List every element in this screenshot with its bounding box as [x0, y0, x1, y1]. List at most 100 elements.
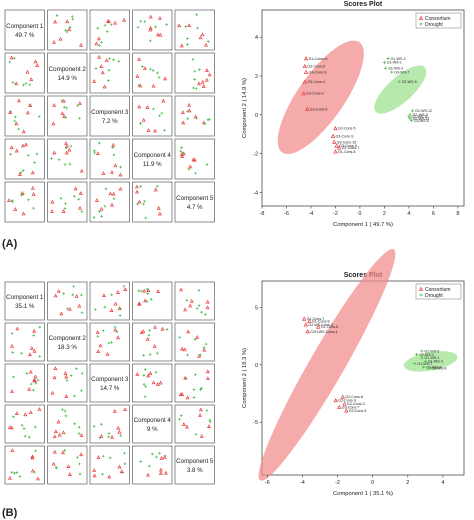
pair-point	[179, 149, 183, 153]
pair-point	[20, 191, 25, 195]
pair-point	[158, 114, 161, 118]
pair-diag-pct: 11.9 %	[143, 161, 162, 168]
pair-point	[185, 395, 190, 400]
pair-point	[187, 167, 191, 171]
point-drought	[420, 349, 424, 353]
pair-point	[67, 472, 72, 476]
pair-point	[92, 425, 96, 428]
pair-point	[142, 374, 146, 377]
pair-point	[139, 460, 143, 463]
pair-point	[26, 153, 30, 157]
pair-point	[64, 150, 69, 155]
pair-point	[143, 298, 148, 303]
pair-point	[149, 39, 152, 43]
pair-point	[136, 202, 139, 206]
pair-point	[17, 127, 20, 131]
pair-point	[12, 375, 15, 379]
pair-point	[79, 42, 84, 47]
pair-point	[62, 114, 67, 118]
pair-point	[13, 471, 16, 475]
point-label: G1-WS-3	[428, 360, 443, 364]
pair-point	[113, 20, 118, 25]
pair-point	[73, 422, 76, 426]
legend-consortium-icon	[418, 15, 424, 20]
pair-point	[146, 292, 150, 295]
point-consortium	[333, 398, 338, 403]
pair-diag-label: Component 4	[134, 417, 172, 424]
pair-point	[7, 198, 11, 202]
point-label: G3-WS-5	[414, 119, 429, 123]
legend-drought-icon	[419, 22, 423, 26]
pair-cell	[174, 95, 215, 137]
pair-point	[98, 343, 103, 348]
pair-point	[197, 289, 201, 292]
pair-point	[204, 313, 207, 316]
pair-point	[55, 466, 58, 470]
pair-point	[24, 82, 28, 85]
pair-point	[80, 389, 83, 392]
pair-point	[57, 432, 62, 437]
pair-point	[199, 434, 204, 438]
pair-point	[77, 425, 81, 429]
pair-point	[207, 424, 211, 428]
pair-point	[24, 142, 29, 147]
pair-point	[202, 347, 207, 352]
pair-point	[101, 293, 106, 297]
pair-point	[64, 116, 68, 120]
pair-point	[158, 451, 161, 455]
pair-point	[13, 207, 18, 211]
pair-point	[18, 475, 22, 478]
legend-consortium-icon	[418, 286, 424, 291]
pair-point	[159, 456, 164, 460]
pair-point	[14, 411, 19, 416]
pair-point	[50, 390, 55, 395]
pair-point	[208, 418, 212, 422]
pair-point	[66, 307, 69, 311]
pair-point	[108, 191, 113, 196]
pair-point	[100, 40, 103, 44]
pair-point	[208, 420, 212, 424]
pair-point	[146, 472, 151, 477]
pair-point	[76, 104, 79, 108]
pair-point	[14, 115, 17, 119]
point-drought	[420, 356, 424, 360]
point-label: G2-Cons-7	[342, 146, 360, 150]
pair-point	[25, 110, 30, 115]
pair-point	[179, 414, 183, 417]
legend-box	[415, 12, 462, 29]
pair-point	[200, 310, 203, 314]
pair-point	[110, 202, 115, 207]
pair-point	[106, 79, 110, 82]
pair-point	[146, 128, 151, 132]
point-consortium	[303, 322, 309, 327]
pair-point	[97, 54, 102, 59]
pair-point	[63, 409, 67, 413]
pair-point	[151, 380, 156, 385]
y-axis-label: Component 2 ( 14.9 %)	[242, 78, 248, 138]
pair-point	[20, 423, 24, 427]
pair-point	[61, 430, 66, 435]
pair-point	[152, 107, 155, 111]
pairs-plot-a: Component 1 49.7 % Component 2 14.9 % Compon…	[4, 9, 215, 223]
pair-point	[191, 157, 196, 162]
pair-point	[118, 186, 123, 191]
pair-point	[52, 375, 57, 380]
pair-point	[141, 329, 146, 333]
pair-point	[142, 66, 147, 71]
pair-point	[107, 68, 111, 72]
y-tick-label: 0	[255, 113, 258, 119]
pair-point	[148, 14, 153, 19]
pair-point	[105, 30, 109, 33]
pair-point	[109, 23, 113, 26]
pair-point	[113, 163, 118, 168]
pair-point	[193, 114, 198, 119]
pair-point	[34, 449, 38, 453]
pair-point	[192, 86, 195, 90]
pair-point	[32, 388, 35, 392]
pair-point	[52, 150, 57, 155]
pair-point	[73, 186, 78, 191]
point-consortium	[303, 69, 309, 74]
pair-point	[195, 335, 200, 339]
pair-point	[98, 210, 101, 213]
pair-point	[156, 206, 161, 210]
